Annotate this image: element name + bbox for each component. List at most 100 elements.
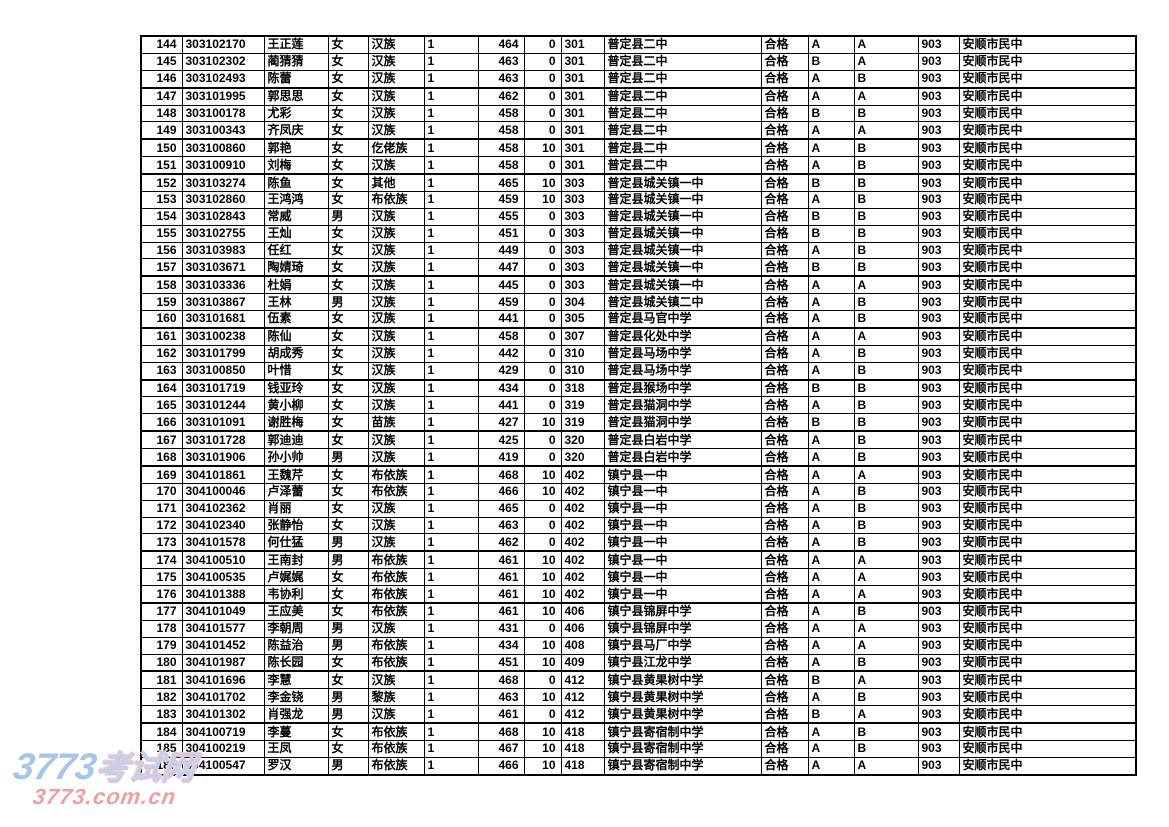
- table-cell: 468: [477, 465, 525, 484]
- table-cell: 布依族: [367, 722, 425, 742]
- table-cell: 903: [917, 448, 960, 468]
- table-row: 161 303100238 陈仙女汉族 1 458 0 307 普定县化处中学 合格 A A 903 安…: [140, 327, 1137, 346]
- table-cell: 903: [917, 756, 960, 776]
- watermark-brand-number: 3773: [10, 746, 100, 787]
- table-cell: 0: [523, 241, 562, 260]
- table-cell: 458: [477, 156, 525, 176]
- table-cell: 合格: [760, 138, 809, 158]
- table-cell: 903: [917, 293, 960, 311]
- table-cell: 1: [423, 550, 479, 570]
- table-cell: 431: [477, 619, 525, 638]
- table-cell: 苗族: [367, 413, 425, 433]
- table-cell: 1: [423, 69, 479, 89]
- table-row: 152 303103274 陈鱼女其他 1 465 10 303 普定县城关镇一中 合格 B B 90…: [140, 173, 1137, 193]
- table-cell: 304101452: [181, 636, 265, 655]
- table-cell: 303102170: [181, 35, 265, 54]
- table-cell: 303103671: [181, 258, 265, 278]
- table-cell: 卢娓娓: [263, 568, 329, 587]
- table-cell: 安顺市民中: [958, 275, 1137, 295]
- table-cell: 447: [477, 258, 525, 278]
- table-cell: 304100219: [181, 740, 265, 758]
- table-cell: 女: [327, 430, 369, 450]
- table-cell: 镇宁县一中: [603, 499, 762, 518]
- table-cell: A: [807, 568, 855, 587]
- table-cell: 普定县二中: [603, 87, 762, 106]
- table-cell: 普定县二中: [603, 69, 762, 89]
- table-cell: 303101728: [181, 430, 265, 450]
- table-cell: 1: [423, 309, 479, 329]
- table-cell: A: [853, 756, 919, 776]
- table-cell: 安顺市民中: [958, 121, 1137, 141]
- table-cell: 合格: [760, 379, 809, 398]
- table-cell: A: [807, 499, 855, 518]
- table-cell: 安顺市民中: [958, 568, 1137, 587]
- table-cell: 女: [327, 653, 369, 673]
- table-cell: B: [807, 670, 855, 690]
- table-cell: 汉族: [367, 670, 425, 690]
- table-row: 147 303101995 郭思思女汉族 1 462 0 301 普定县二中 合格 A A 903 安顺…: [140, 87, 1137, 106]
- table-cell: 陈蕾: [263, 69, 329, 89]
- table-cell: 男: [327, 207, 369, 226]
- table-cell: 女: [327, 121, 369, 141]
- table-cell: 0: [523, 379, 562, 398]
- table-cell: 301: [560, 121, 605, 141]
- table-cell: 普定县二中: [603, 35, 762, 54]
- table-cell: 1: [423, 275, 479, 295]
- table-cell: A: [807, 361, 855, 381]
- table-cell: 普定县猴场中学: [603, 379, 762, 398]
- table-cell: 合格: [760, 722, 809, 742]
- table-cell: 汉族: [367, 104, 425, 123]
- table-cell: 903: [917, 104, 960, 123]
- table-cell: B: [807, 705, 855, 725]
- table-cell: 镇宁县一中: [603, 550, 762, 570]
- table-cell: 903: [917, 327, 960, 346]
- table-cell: 156: [140, 241, 183, 260]
- table-cell: 布依族: [367, 602, 425, 621]
- table-cell: 1: [423, 224, 479, 243]
- table-cell: 合格: [760, 550, 809, 570]
- table-cell: 郭思思: [263, 87, 329, 106]
- table-cell: A: [807, 448, 855, 468]
- table-cell: 903: [917, 413, 960, 433]
- table-cell: 320: [560, 448, 605, 468]
- table-cell: 安顺市民中: [958, 309, 1137, 329]
- table-cell: 461: [477, 705, 525, 725]
- table-cell: 女: [327, 361, 369, 381]
- table-cell: A: [853, 121, 919, 141]
- table-cell: 903: [917, 740, 960, 758]
- table-cell: 303100238: [181, 327, 265, 346]
- table-cell: 319: [560, 396, 605, 415]
- table-cell: 146: [140, 69, 183, 89]
- table-cell: 463: [477, 69, 525, 89]
- table-cell: 185: [140, 740, 183, 758]
- table-cell: A: [807, 430, 855, 450]
- table-cell: 303103336: [181, 275, 265, 295]
- table-cell: 303102755: [181, 224, 265, 243]
- table-cell: 1: [423, 722, 479, 742]
- table-cell: 韦协利: [263, 585, 329, 605]
- table-cell: 162: [140, 344, 183, 363]
- table-cell: 合格: [760, 448, 809, 468]
- table-cell: 安顺市民中: [958, 396, 1137, 415]
- table-cell: 1: [423, 52, 479, 71]
- table-cell: 1: [423, 740, 479, 758]
- table-cell: 镇宁县一中: [603, 568, 762, 587]
- table-cell: 303: [560, 258, 605, 278]
- table-cell: 安顺市民中: [958, 670, 1137, 690]
- table-cell: 汉族: [367, 309, 425, 329]
- table-cell: 女: [327, 241, 369, 260]
- table-row: 171 304102362 肖丽女汉族 1 465 0 402 镇宁县一中 合格 A B 903 安顺市…: [140, 499, 1137, 518]
- table-cell: B: [853, 224, 919, 243]
- table-cell: 182: [140, 688, 183, 707]
- table-row: 170 304100046 卢泽蕾女布依族 1 466 10 402 镇宁县一中 合格 A B 903…: [140, 482, 1137, 501]
- table-cell: 安顺市民中: [958, 482, 1137, 501]
- table-cell: 303: [560, 173, 605, 193]
- table-cell: 449: [477, 241, 525, 260]
- table-cell: A: [807, 465, 855, 484]
- table-cell: A: [807, 602, 855, 621]
- table-cell: 442: [477, 344, 525, 363]
- table-cell: 合格: [760, 224, 809, 243]
- table-cell: A: [807, 516, 855, 535]
- table-row: 160 303101681 伍素女汉族 1 441 0 305 普定县马官中学 合格 A B 903 安…: [140, 309, 1137, 329]
